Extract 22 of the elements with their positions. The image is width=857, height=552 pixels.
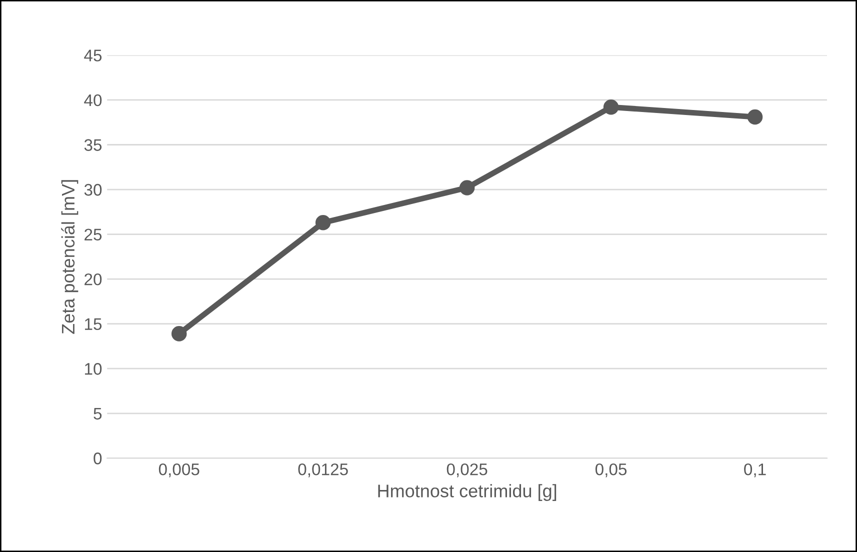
point (171, 326, 187, 342)
y-tick-label: 25 (84, 228, 102, 240)
point (747, 109, 763, 125)
y-tick-label: 0 (94, 452, 102, 464)
point (603, 100, 619, 115)
y-tick-label: 35 (84, 139, 102, 151)
y-tick-label: 15 (85, 318, 102, 330)
y-axis-title: Zeta potenciál [mV] (61, 180, 78, 334)
y-tick-label: 5 (94, 408, 102, 420)
x-tick-label: 0,025 (446, 463, 488, 478)
x-tick-label: 0,1 (744, 463, 766, 478)
point (315, 215, 331, 230)
y-tick-label: 40 (84, 94, 102, 106)
y-tick-label: 10 (85, 363, 102, 375)
y-tick-label: 45 (84, 50, 102, 62)
x-tick-label: 0,05 (595, 463, 627, 478)
x-tick-label: 0,005 (158, 463, 200, 478)
point (459, 180, 475, 196)
y-tick-label: 30 (84, 184, 102, 196)
x-axis-title: Hmotnost cetrimidu [g] (378, 484, 556, 501)
y-tick-label: 20 (84, 273, 102, 286)
x-tick-label: 0,0125 (298, 463, 348, 478)
